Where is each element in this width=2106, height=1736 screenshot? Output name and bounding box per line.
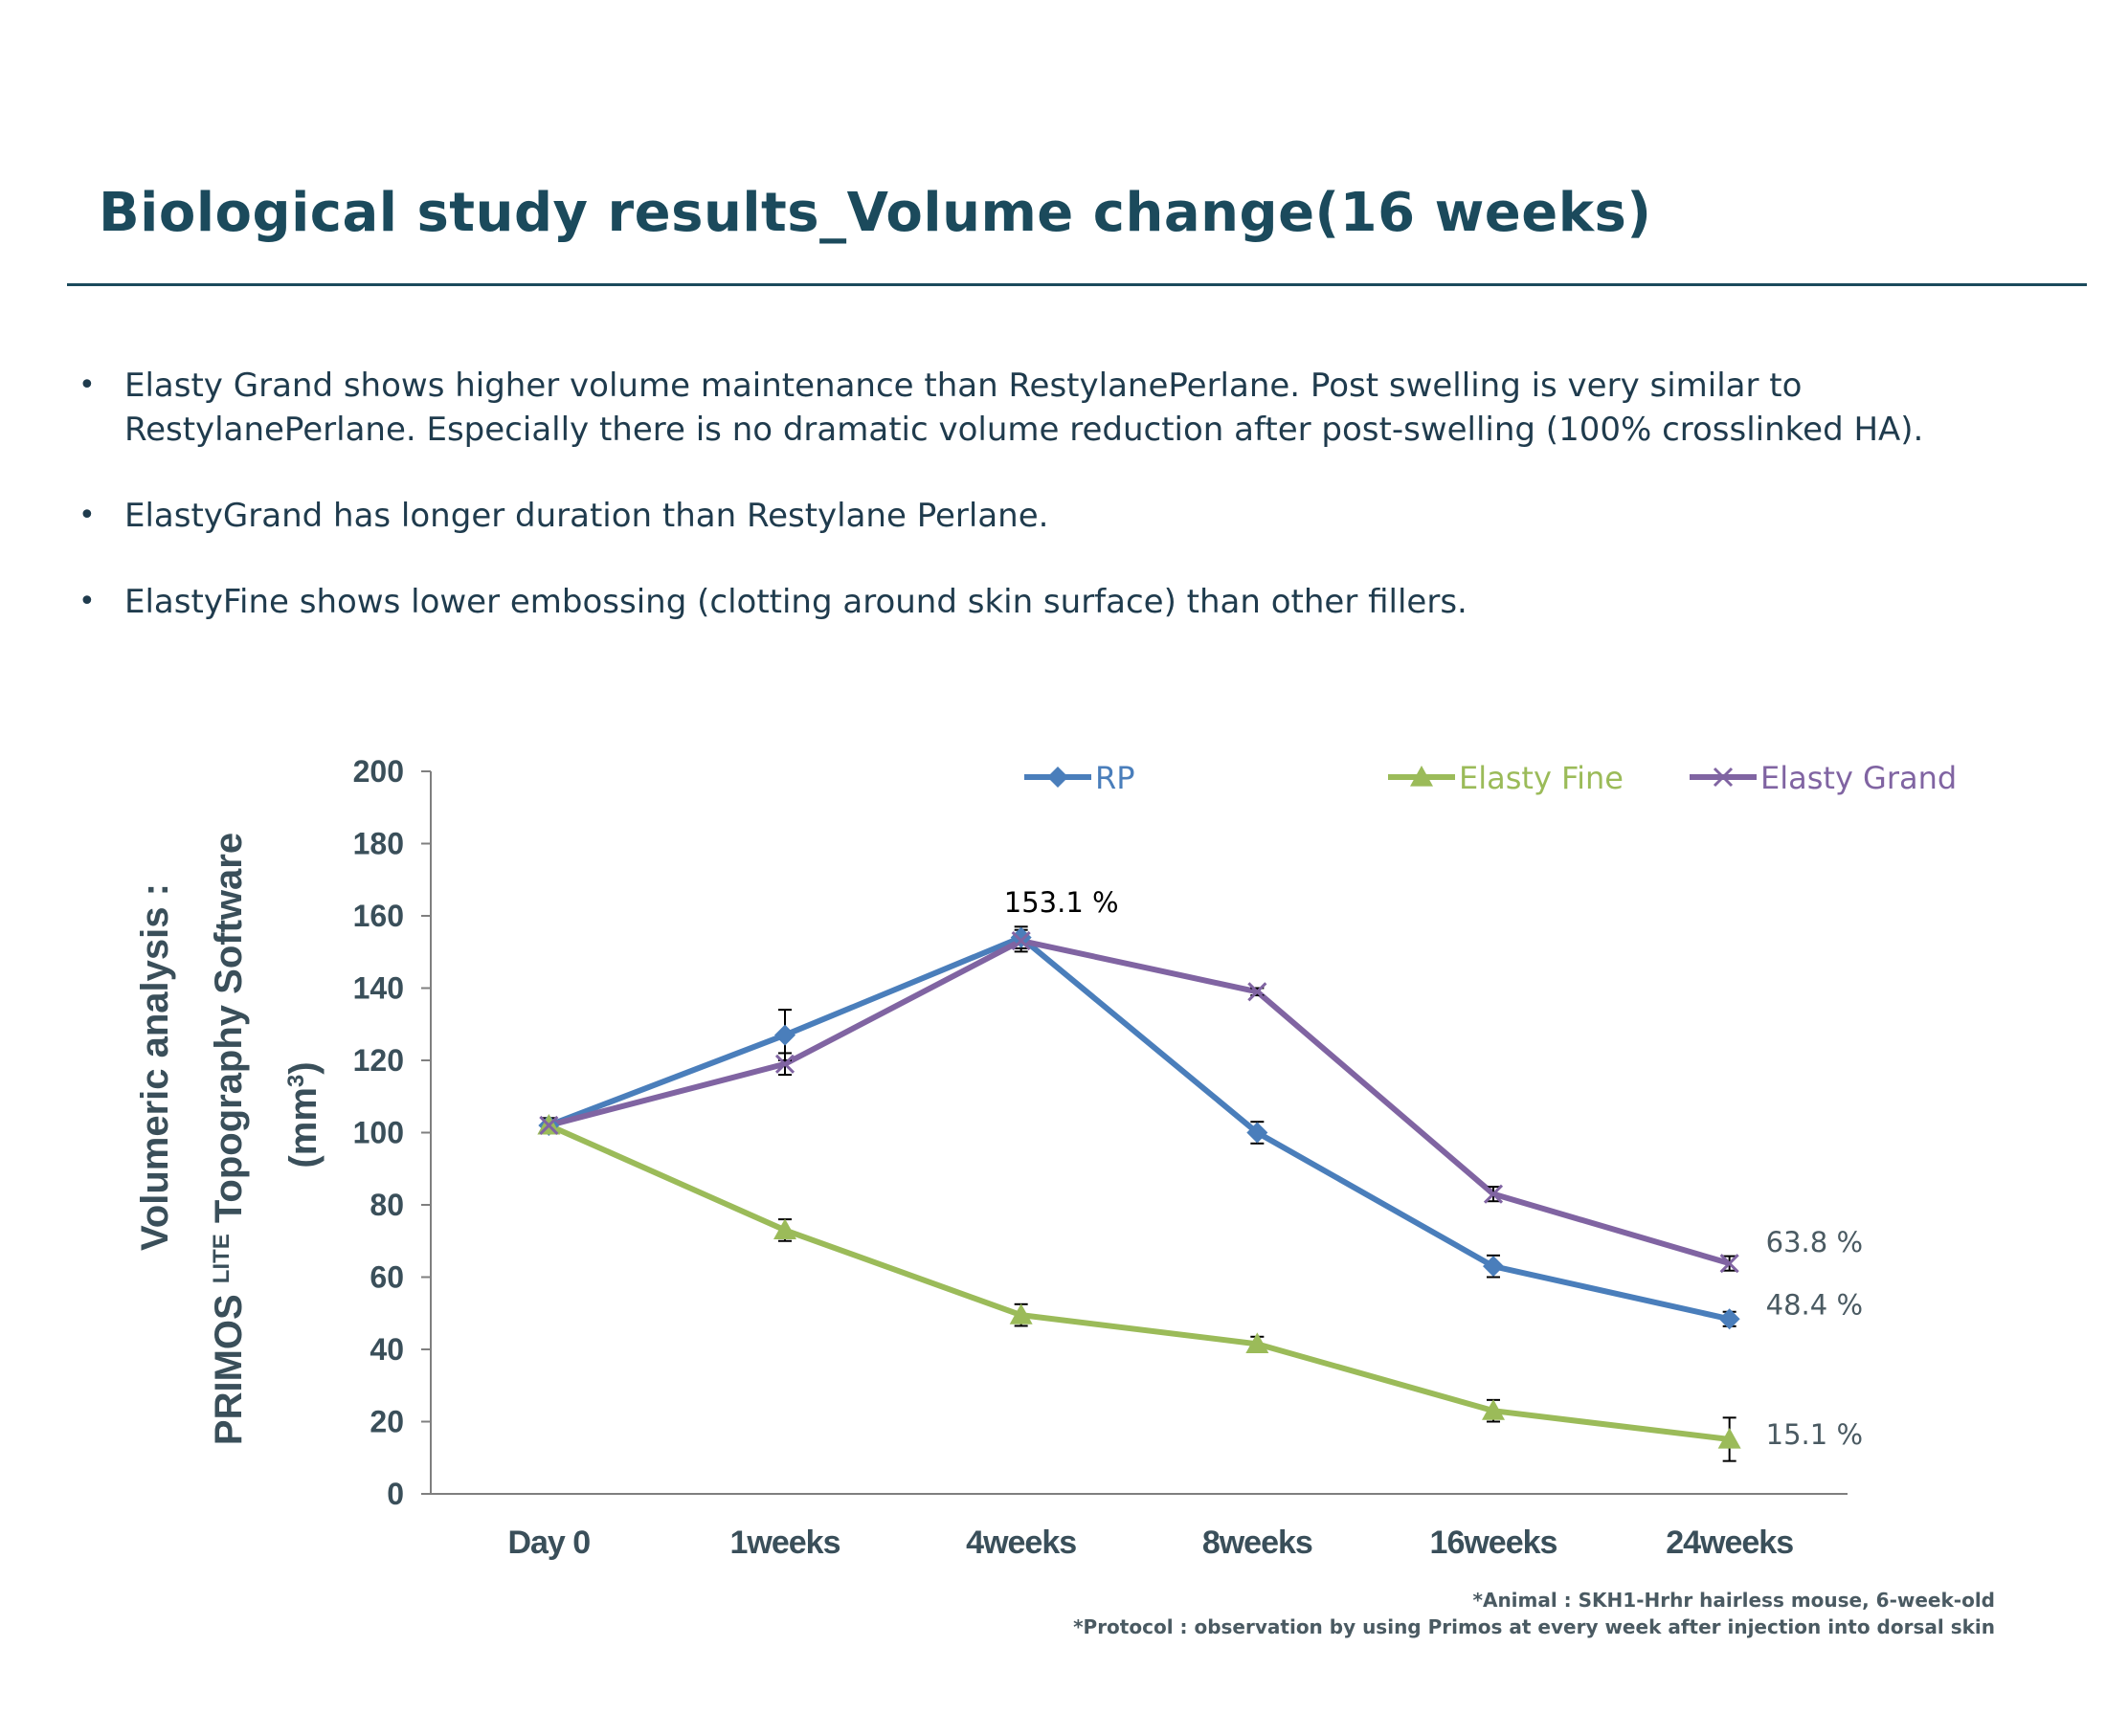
x-tick-label: 16weeks — [1430, 1525, 1557, 1561]
bullet-item: • ElastyFine shows lower embossing (clot… — [78, 580, 2070, 624]
y-axis-title: Volumeric analysis : PRIMOS LITE Topograp… — [134, 833, 325, 1445]
x-tick-label: 1weeks — [730, 1525, 840, 1561]
footnotes: *Animal : SKH1-Hrhr hairless mouse, 6-we… — [1073, 1587, 1995, 1640]
data-point-elasty-grand — [539, 1115, 559, 1136]
data-point-rp — [774, 1024, 795, 1046]
legend-marker — [1410, 766, 1433, 787]
y-tick-label: 100 — [353, 1116, 404, 1150]
data-label: 153.1 % — [1004, 886, 1119, 919]
x-tick-label: Day 0 — [507, 1525, 590, 1561]
series-line-elasty-grand — [548, 938, 1731, 1267]
data-point-elasty-grand — [774, 1054, 795, 1074]
series-line-elasty-fine — [548, 1123, 1731, 1442]
bullet-item: • Elasty Grand shows higher volume maint… — [78, 364, 2070, 452]
bullet-text: Elasty Grand shows higher volume mainten… — [124, 367, 1924, 449]
slide-title: Biological study results_Volume change(1… — [99, 182, 1652, 244]
data-point-elasty-fine — [773, 1218, 796, 1240]
data-point-elasty-fine — [1482, 1399, 1505, 1420]
legend-label: Elasty Fine — [1459, 760, 1624, 796]
y-tick-label: 180 — [353, 827, 404, 861]
y-tick-label: 140 — [353, 971, 404, 1006]
bullet-list: • Elasty Grand shows higher volume maint… — [78, 364, 2070, 666]
y-axis-title-line: PRIMOS LITE Topography Software — [208, 833, 250, 1445]
data-point-elasty-fine — [1245, 1332, 1269, 1353]
bullet-dot: • — [78, 368, 96, 402]
data-point-elasty-grand — [1011, 930, 1031, 951]
y-tick-label: 200 — [353, 754, 404, 789]
data-point-rp — [1483, 1256, 1504, 1278]
y-tick-label: 120 — [353, 1043, 404, 1078]
bullet-dot: • — [78, 585, 96, 618]
y-tick-label: 0 — [387, 1477, 404, 1511]
legend-label: Elasty Grand — [1760, 760, 1957, 796]
data-point-elasty-fine — [1717, 1427, 1741, 1449]
data-point-elasty-grand — [1247, 982, 1267, 1002]
title-divider — [67, 283, 2087, 286]
data-point-rp — [1246, 1122, 1268, 1144]
bullet-dot: • — [78, 499, 96, 532]
x-tick-label: 4weeks — [966, 1525, 1076, 1561]
bullet-item: • ElastyGrand has longer duration than R… — [78, 494, 2070, 538]
legend-label: RP — [1095, 760, 1135, 796]
data-point-rp — [1718, 1308, 1740, 1330]
bullet-text: ElastyFine shows lower embossing (clotti… — [124, 583, 1467, 621]
data-point-elasty-grand — [1719, 1254, 1739, 1274]
y-axis-title-line: (mm3) — [282, 1061, 325, 1168]
y-tick-label: 20 — [370, 1405, 404, 1439]
y-axis-title-line: Volumeric analysis : — [134, 883, 176, 1251]
x-tick-label: 8weeks — [1202, 1525, 1312, 1561]
bullet-text: ElastyGrand has longer duration than Res… — [124, 497, 1049, 535]
y-tick-label: 40 — [370, 1332, 404, 1367]
data-point-elasty-grand — [1483, 1184, 1504, 1204]
legend-marker — [1713, 767, 1734, 788]
y-tick-label: 60 — [370, 1260, 404, 1295]
series-line-rp — [548, 934, 1731, 1323]
data-label: 48.4 % — [1766, 1288, 1863, 1321]
footnote-protocol: *Protocol : observation by using Primos … — [1073, 1615, 1995, 1638]
y-tick-label: 80 — [370, 1188, 404, 1222]
data-label: 63.8 % — [1766, 1226, 1863, 1258]
data-label: 15.1 % — [1766, 1418, 1863, 1451]
legend-marker — [1047, 767, 1068, 788]
x-tick-label: 24weeks — [1666, 1525, 1793, 1561]
y-tick-label: 160 — [353, 899, 404, 933]
data-point-elasty-fine — [1009, 1303, 1033, 1324]
data-point-rp — [1010, 926, 1032, 948]
footnote-animal: *Animal : SKH1-Hrhr hairless mouse, 6-we… — [1472, 1589, 1996, 1612]
